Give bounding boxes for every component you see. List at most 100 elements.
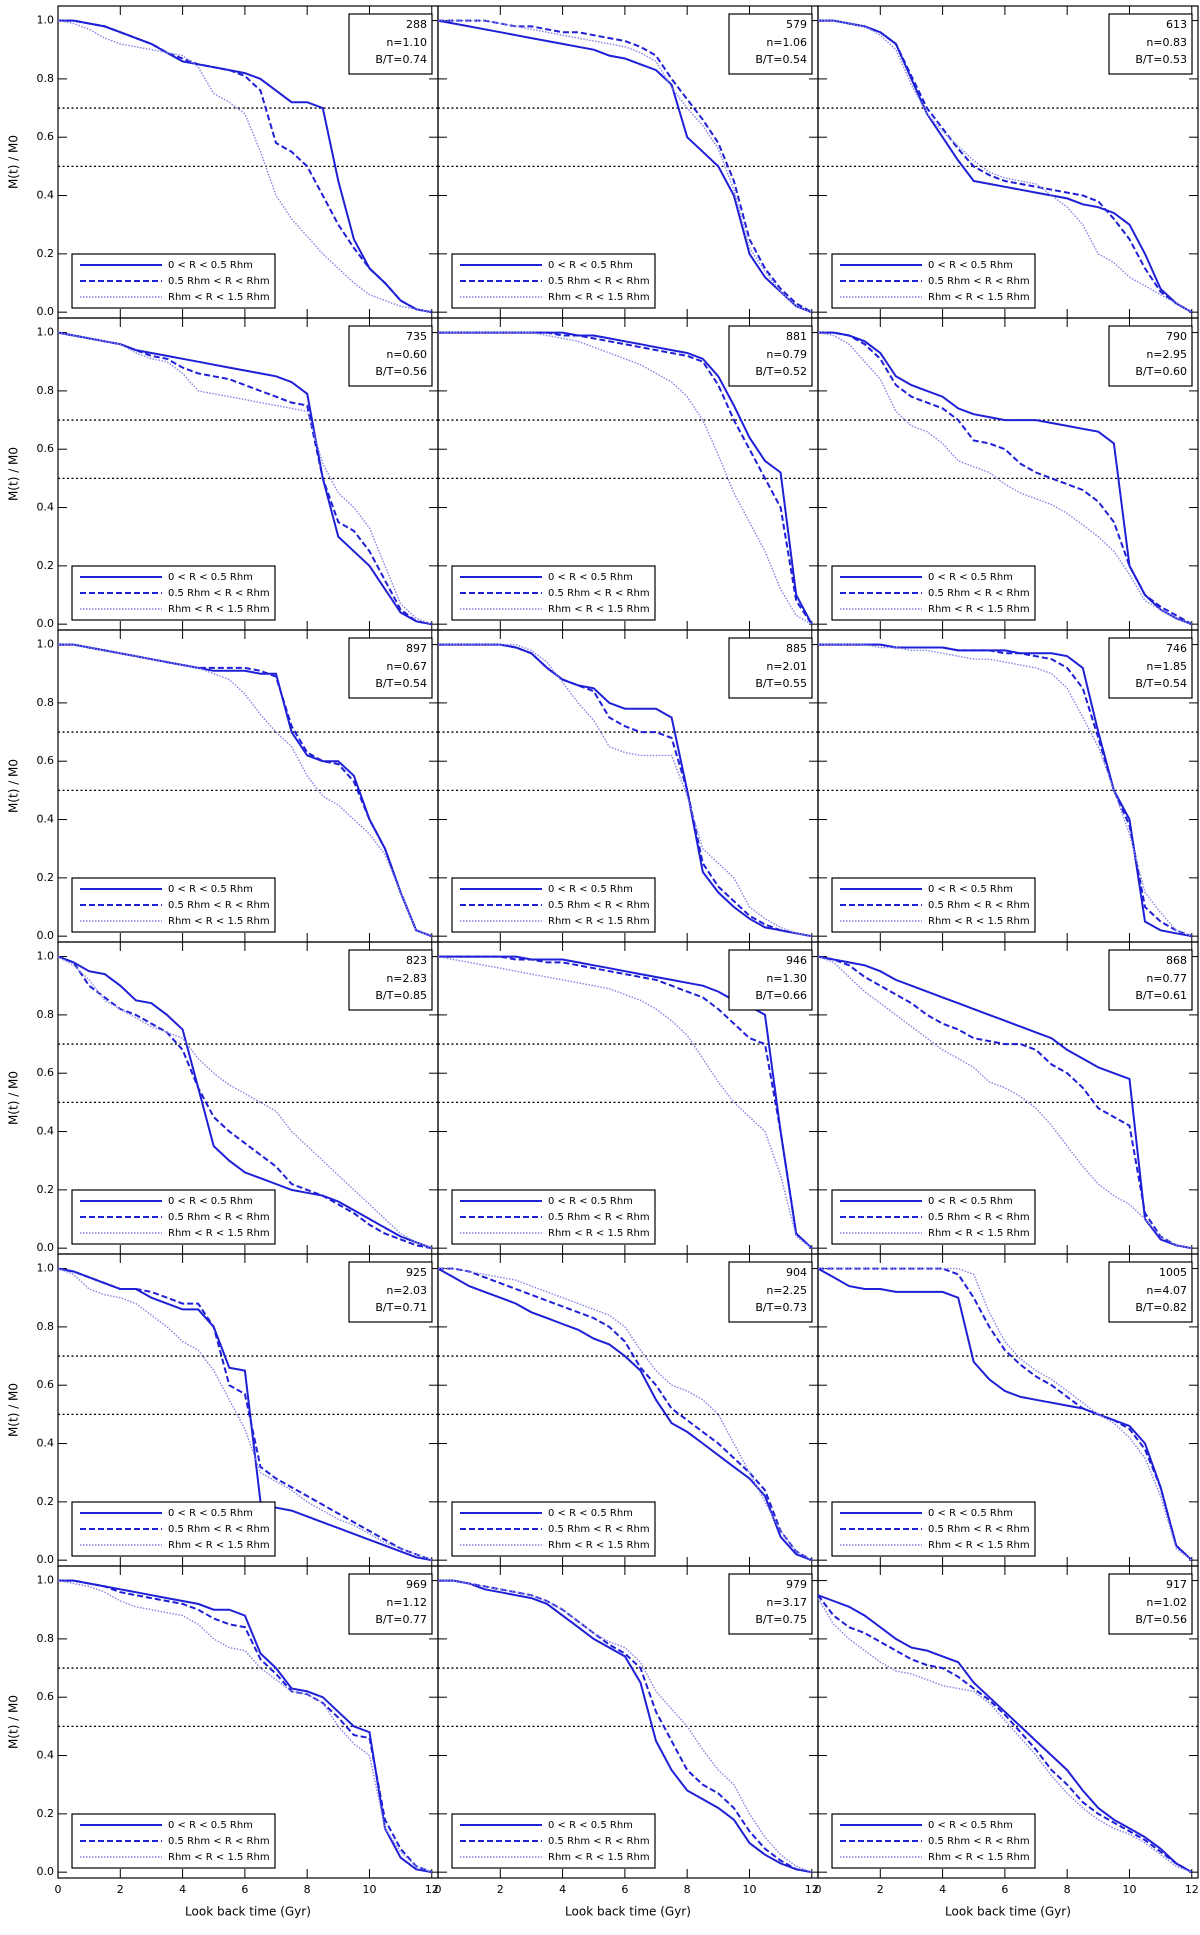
annotation: n=2.83 <box>386 972 427 985</box>
annotation: n=0.77 <box>1146 972 1187 985</box>
data-line <box>438 643 812 938</box>
info-box <box>728 325 813 387</box>
x-tick-label: 0 <box>435 1883 442 1896</box>
y-tick-label: 0.6 <box>37 130 55 143</box>
info-box <box>348 1261 433 1323</box>
legend-label: 0.5 Rhm < R < Rhm <box>168 1836 270 1847</box>
x-tick-label: 2 <box>877 1883 884 1896</box>
legend-label: 0 < R < 0.5 Rhm <box>928 572 1013 583</box>
panel: 579 n=1.06 B/T=0.54 0 < R < 0.5 Rhm 0.5 Rhm … <box>437 5 819 319</box>
legend-box <box>831 1501 1036 1557</box>
legend-label: 0.5 Rhm < R < Rhm <box>548 1524 650 1535</box>
legend-label: 0.5 Rhm < R < Rhm <box>548 588 650 599</box>
legend-label: Rhm < R < 1.5 Rhm <box>168 292 270 303</box>
annotation: B/T=0.52 <box>755 365 807 378</box>
data-line <box>437 955 813 1249</box>
data-line <box>57 331 433 625</box>
data-line <box>438 643 812 937</box>
legend-box <box>831 253 1036 309</box>
x-tick-label: 8 <box>1064 1883 1071 1896</box>
data-line <box>438 643 812 938</box>
y-tick-label: 0.0 <box>37 1865 55 1878</box>
annotation: B/T=0.61 <box>1135 989 1187 1002</box>
panel-id: 790 <box>1166 330 1187 343</box>
info-box <box>728 13 813 75</box>
legend-label: 0.5 Rhm < R < Rhm <box>928 1212 1030 1223</box>
info-box <box>348 13 433 75</box>
legend-box <box>451 565 656 621</box>
info-box <box>348 1573 433 1635</box>
legend-label: Rhm < R < 1.5 Rhm <box>928 604 1030 615</box>
data-line <box>817 1597 1193 1873</box>
panel: 0.0 0.2 0.4 0.6 0.8 1.0 897 n=0.67 B/T=0.54 0 < R… <box>7 629 439 943</box>
annotation: n=0.79 <box>766 348 807 361</box>
data-line <box>817 331 1193 625</box>
panel-id: 613 <box>1166 18 1187 31</box>
legend-label: 0.5 Rhm < R < Rhm <box>548 1836 650 1847</box>
legend-label: 0.5 Rhm < R < Rhm <box>548 900 650 911</box>
legend-label: 0.5 Rhm < R < Rhm <box>168 276 270 287</box>
y-tick-label: 0.0 <box>37 1553 55 1566</box>
data-line <box>817 955 1192 1249</box>
legend-label: 0.5 Rhm < R < Rhm <box>548 1212 650 1223</box>
annotation: B/T=0.74 <box>375 53 427 66</box>
legend-label: 0.5 Rhm < R < Rhm <box>168 900 270 911</box>
legend-box <box>831 1813 1036 1869</box>
annotation: B/T=0.56 <box>1135 1613 1187 1626</box>
panel-id: 885 <box>786 642 807 655</box>
panel: 0 2 4 6 8 10 12 917 n=1.02 B/T=0.56 0 < R < 0.5 Rh… <box>815 1565 1199 1919</box>
annotation: n=1.02 <box>1146 1596 1187 1609</box>
data-line <box>57 955 433 1250</box>
annotation: B/T=0.77 <box>375 1613 427 1626</box>
annotation: B/T=0.85 <box>375 989 427 1002</box>
legend-label: Rhm < R < 1.5 Rhm <box>928 1228 1030 1239</box>
panel-id: 917 <box>1166 1578 1187 1591</box>
annotation: n=2.03 <box>386 1284 427 1297</box>
info-box <box>1108 13 1193 75</box>
y-tick-label: 0.6 <box>37 1378 55 1391</box>
legend-box <box>831 1189 1036 1245</box>
y-tick-label: 0.2 <box>37 559 55 572</box>
data-line <box>438 19 813 313</box>
legend-label: Rhm < R < 1.5 Rhm <box>168 604 270 615</box>
plot-frame <box>817 1565 1199 1879</box>
legend-label: Rhm < R < 1.5 Rhm <box>548 292 650 303</box>
panel-id: 925 <box>406 1266 427 1279</box>
panel-id: 288 <box>406 18 427 31</box>
panel: 881 n=0.79 B/T=0.52 0 < R < 0.5 Rhm 0.5 Rhm … <box>437 317 819 631</box>
panel: 0.0 0.2 0.4 0.6 0.8 1.0 288 n=1.10 B/T=0.74 0 < R… <box>7 5 439 319</box>
y-tick-label: 0.6 <box>37 1066 55 1079</box>
info-box <box>1108 1261 1193 1323</box>
legend-box <box>451 1189 656 1245</box>
panel: 613 n=0.83 B/T=0.53 0 < R < 0.5 Rhm 0.5 Rhm … <box>817 5 1199 319</box>
x-tick-label: 0 <box>815 1883 822 1896</box>
legend-label: 0 < R < 0.5 Rhm <box>928 884 1013 895</box>
legend-label: 0 < R < 0.5 Rhm <box>168 1196 253 1207</box>
annotation: B/T=0.82 <box>1135 1301 1187 1314</box>
y-tick-label: 0.0 <box>37 929 55 942</box>
legend-box <box>451 253 656 309</box>
x-tick-label: 6 <box>621 1883 628 1896</box>
annotation: n=0.60 <box>386 348 427 361</box>
y-tick-label: 0.2 <box>37 1807 55 1820</box>
legend-label: 0 < R < 0.5 Rhm <box>548 1820 633 1831</box>
data-line <box>818 331 1193 626</box>
legend-label: Rhm < R < 1.5 Rhm <box>928 1852 1030 1863</box>
panel-id: 1005 <box>1159 1266 1187 1279</box>
x-tick-label: 10 <box>1122 1883 1136 1896</box>
panel: 0.0 0.2 0.4 0.6 0.8 1.0 0 2 4 6 8 10 12 969 n=1.12 B/T=… <box>7 1565 439 1919</box>
info-box <box>1108 637 1193 699</box>
data-line <box>437 1267 813 1562</box>
y-tick-label: 0.8 <box>37 1008 55 1021</box>
data-line <box>438 1579 813 1873</box>
legend-label: Rhm < R < 1.5 Rhm <box>168 1228 270 1239</box>
y-axis-label: M(t) / M0 <box>7 135 21 189</box>
y-tick-label: 0.6 <box>37 754 55 767</box>
legend-label: 0 < R < 0.5 Rhm <box>548 572 633 583</box>
legend-label: 0 < R < 0.5 Rhm <box>548 1508 633 1519</box>
x-tick-label: 12 <box>425 1883 439 1896</box>
info-box <box>728 949 813 1011</box>
annotation: n=2.95 <box>1146 348 1187 361</box>
panel: 885 n=2.01 B/T=0.55 0 < R < 0.5 Rhm 0.5 Rhm … <box>437 629 819 943</box>
annotation: B/T=0.56 <box>375 365 427 378</box>
